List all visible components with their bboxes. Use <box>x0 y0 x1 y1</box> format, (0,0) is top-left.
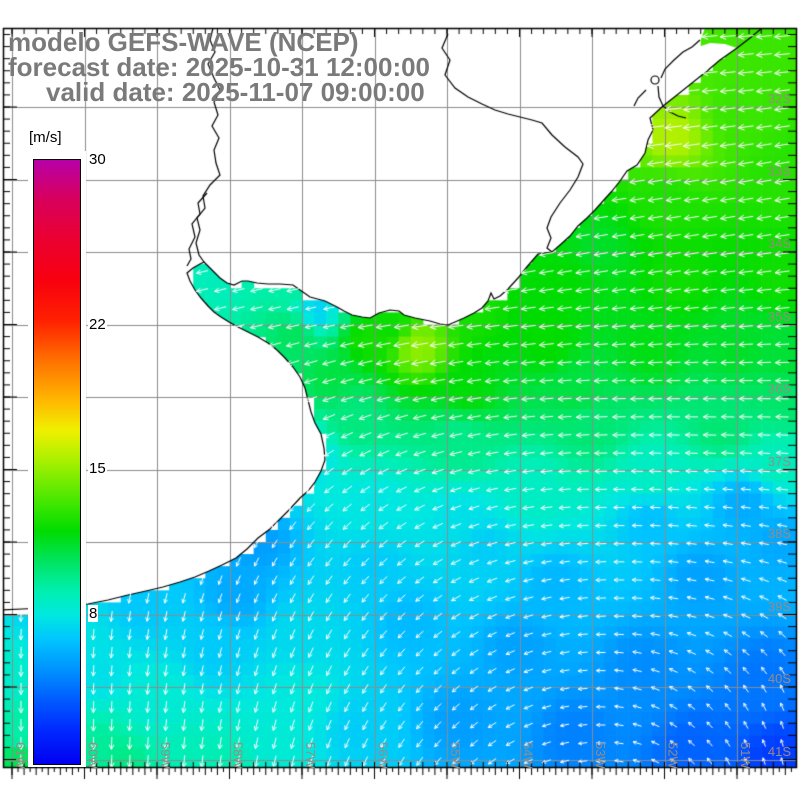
lat-label: 40S <box>767 671 791 686</box>
lat-label: 34S <box>767 236 791 251</box>
model-title: modelo GEFS-WAVE (NCEP) <box>8 27 359 57</box>
colorbar-tick: 8 <box>88 604 99 622</box>
lon-label: 54W <box>520 742 536 769</box>
lon-label: 56W <box>375 742 391 769</box>
colorbar-gradient <box>33 159 81 765</box>
colorbar-tick: 15 <box>88 460 107 478</box>
lon-label: 52W <box>665 742 681 769</box>
lon-label: 53W <box>593 742 608 769</box>
lat-label: 35S <box>767 308 791 324</box>
forecast-date: forecast date: 2025-10-31 12:00:00 <box>8 52 431 82</box>
colorbar-unit-label: [m/s] <box>29 129 62 146</box>
lat-label: 36S <box>767 381 791 396</box>
lon-label: 51W <box>738 742 753 769</box>
lon-label: 58W <box>230 742 246 769</box>
title-block: modelo GEFS-WAVE (NCEP) forecast date: 2… <box>8 27 431 107</box>
colorbar <box>28 151 86 767</box>
lat-label: 41S <box>767 743 791 759</box>
colorbar-tick: 30 <box>88 151 107 168</box>
lon-label: 55W <box>448 742 463 769</box>
lon-label: 61W <box>13 742 28 769</box>
lat-label: 39S <box>767 598 791 614</box>
lat-label: 38S <box>767 526 791 541</box>
lat-label: 33S <box>767 163 791 179</box>
lon-label: 57W <box>303 742 318 769</box>
valid-date: valid date: 2025-11-07 09:00:00 <box>46 77 425 107</box>
lon-label: 59W <box>158 742 173 769</box>
lat-label: 37S <box>767 453 791 469</box>
lon-label: 60W <box>85 742 101 769</box>
lat-label: 32S <box>767 91 791 106</box>
colorbar-tick: 22 <box>88 315 107 333</box>
